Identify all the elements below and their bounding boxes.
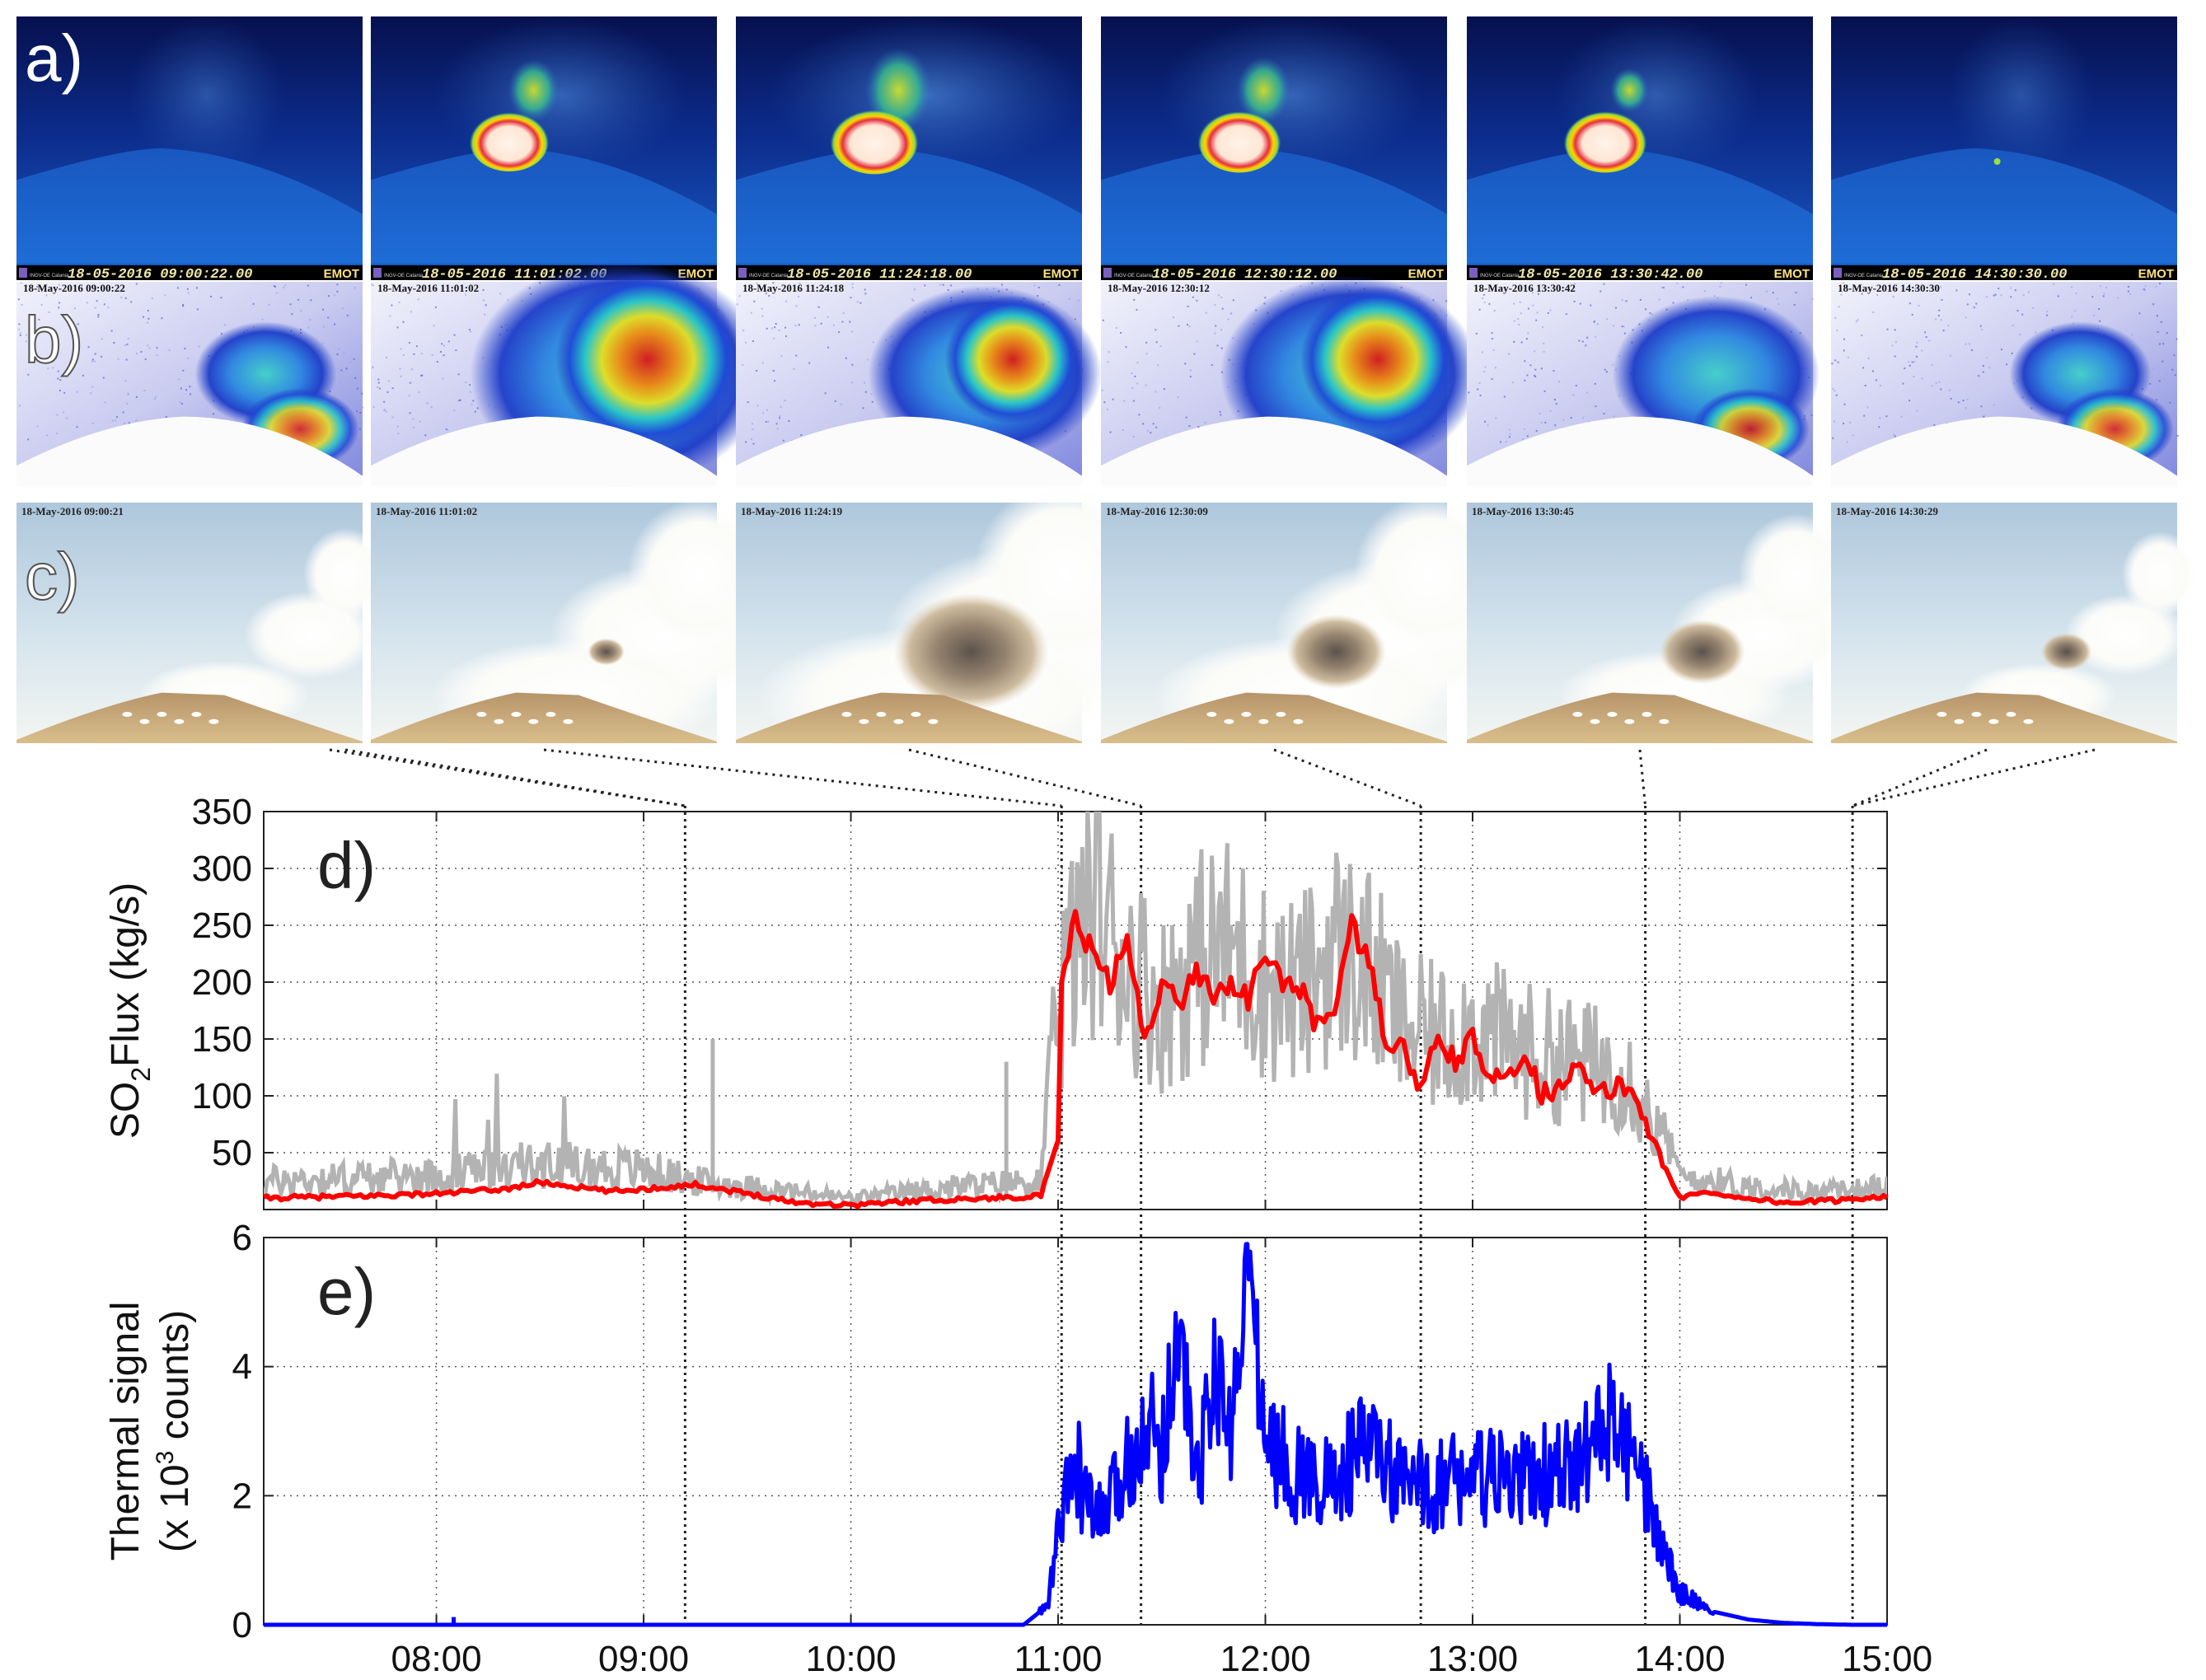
connector-line xyxy=(1852,748,2096,807)
y-tick-label: 200 xyxy=(192,962,252,1003)
uv-timestamp: 18-May-2016 09:00:22 xyxy=(23,282,125,294)
panel-label-d: d) xyxy=(317,829,376,902)
camera-owner: INGV-OE Catania xyxy=(1114,274,1154,278)
so2-smoothed-line xyxy=(263,909,1889,1210)
y-tick-label: 0 xyxy=(232,1605,252,1645)
visible-timestamp: 18-May-2016 11:01:02 xyxy=(376,505,477,517)
x-tick-label: 08:00 xyxy=(391,1639,482,1679)
camera-owner: INGV-OE Catania xyxy=(1480,274,1520,278)
panel-label-b: b) xyxy=(25,303,83,377)
y-axis-label: SO2Flux (kg/s) xyxy=(104,882,156,1139)
thermal-timestamp: 18-05-2016 09:00:22.00 xyxy=(68,267,252,283)
time-connectors xyxy=(329,748,2096,1625)
uv-camera-image: 18-May-2016 11:01:02 xyxy=(371,260,770,488)
uv-camera-image: 18-May-2016 14:30:30 xyxy=(1831,282,2179,486)
y-tick-label: 300 xyxy=(192,849,252,889)
uv-camera-image: 18-May-2016 13:30:42 xyxy=(1467,282,1820,486)
connector-line xyxy=(1852,748,1988,807)
y-tick-label: 150 xyxy=(192,1019,252,1060)
panel-label-c: c) xyxy=(25,540,80,613)
camera-logo-icon xyxy=(738,268,747,278)
visible-camera-image: 18-May-2016 11:01:02 xyxy=(371,498,780,751)
connector-line xyxy=(1638,749,1647,807)
visible-timestamp: 18-May-2016 14:30:29 xyxy=(1836,505,1938,517)
visible-camera-image: 18-May-2016 12:30:09 xyxy=(1101,495,1516,754)
thermal-signal-chart: 0 2 4 6 08:00 09:00 10:00 11:00 12:00 13:00 14:00 1… xyxy=(104,1218,1932,1679)
visible-timestamp: 18-May-2016 11:24:19 xyxy=(741,505,843,517)
camera-owner: INGV-OE Catania xyxy=(30,274,69,278)
visible-camera-image: 18-May-2016 09:00:21 xyxy=(16,503,387,743)
x-tick-label: 10:00 xyxy=(805,1639,896,1679)
thermal-line xyxy=(264,1242,1888,1627)
x-tick-label: 11:00 xyxy=(1014,1639,1103,1679)
x-tick-label: 13:00 xyxy=(1427,1639,1518,1679)
so2-raw-line xyxy=(264,812,1887,1207)
visible-timestamp: 18-May-2016 13:30:45 xyxy=(1472,505,1574,517)
so2-raw-series xyxy=(264,812,1887,1207)
camera-brand: EMOT xyxy=(1043,267,1079,281)
thermal-timestamp: 18-05-2016 12:30:12.00 xyxy=(1152,267,1337,283)
so2-flux-chart: 50 100 150 200 250 300 350 d) SO2Flux (kg/s) xyxy=(104,792,1889,1210)
uv-camera-image: 18-May-2016 11:24:18 xyxy=(736,282,1103,486)
visible-timestamp: 18-May-2016 12:30:09 xyxy=(1106,505,1208,517)
thermal-timestamp: 18-05-2016 11:24:18.00 xyxy=(787,267,972,283)
camera-owner: INGV-OE Catania xyxy=(749,274,789,278)
y-tick-label: 50 xyxy=(212,1133,252,1173)
y-tick-label: 6 xyxy=(232,1218,252,1258)
connector-line xyxy=(329,748,686,807)
panel-label-a: a) xyxy=(25,21,83,95)
thermal-series xyxy=(264,1242,1888,1627)
uv-timestamp: 18-May-2016 13:30:42 xyxy=(1473,282,1576,294)
x-tick-label: 15:00 xyxy=(1842,1639,1932,1679)
uv-timestamp: 18-May-2016 11:01:02 xyxy=(377,282,479,294)
camera-logo-icon xyxy=(1103,268,1112,278)
y-axis-label-line2: (x 103 counts) xyxy=(152,1310,197,1552)
camera-brand: EMOT xyxy=(1774,267,1810,281)
camera-owner: INGV-OE Catania xyxy=(384,274,424,278)
axes-frame xyxy=(263,811,1888,1210)
axes-frame xyxy=(263,1237,1888,1626)
camera-logo-icon xyxy=(19,268,27,278)
connector-line xyxy=(1273,748,1421,807)
visible-camera-image: 18-May-2016 13:30:45 xyxy=(1467,503,1853,743)
camera-logo-icon xyxy=(1469,268,1478,278)
y-tick-label: 350 xyxy=(192,792,252,832)
camera-brand: EMOT xyxy=(2138,267,2174,281)
camera-brand: EMOT xyxy=(1408,267,1444,281)
x-tick-label: 12:00 xyxy=(1220,1639,1310,1679)
y-tick-label: 2 xyxy=(232,1476,252,1516)
uv-timestamp: 18-May-2016 14:30:30 xyxy=(1838,282,1940,294)
connector-line xyxy=(908,748,1141,807)
y-tick-label: 250 xyxy=(192,906,252,946)
visible-timestamp: 18-May-2016 09:00:21 xyxy=(21,505,124,517)
visible-camera-image: 18-May-2016 14:30:29 xyxy=(1831,503,2199,743)
thermal-timestamp: 18-05-2016 14:30:30.00 xyxy=(1882,267,2067,283)
grid xyxy=(264,1237,1888,1626)
panel-label-e: e) xyxy=(317,1255,376,1328)
connector-line xyxy=(543,748,1062,807)
camera-brand: EMOT xyxy=(324,267,359,281)
uv-camera-image: 18-May-2016 09:00:22 xyxy=(16,282,364,486)
x-tick-label: 14:00 xyxy=(1634,1639,1725,1679)
y-tick-label: 100 xyxy=(192,1076,252,1116)
camera-logo-icon xyxy=(373,268,382,278)
camera-logo-icon xyxy=(1834,268,1842,278)
thermal-timestamp: 18-05-2016 13:30:42.00 xyxy=(1518,267,1703,283)
camera-owner: INGV-OE Catania xyxy=(1844,274,1884,278)
x-tick-label: 09:00 xyxy=(598,1639,689,1679)
uv-timestamp: 18-May-2016 11:24:18 xyxy=(742,282,845,294)
uv-camera-image: 18-May-2016 12:30:12 xyxy=(1101,275,1481,486)
y-axis-label-line1: Thermal signal xyxy=(104,1302,148,1561)
uv-timestamp: 18-May-2016 12:30:12 xyxy=(1108,282,1210,294)
y-tick-label: 4 xyxy=(232,1347,252,1388)
